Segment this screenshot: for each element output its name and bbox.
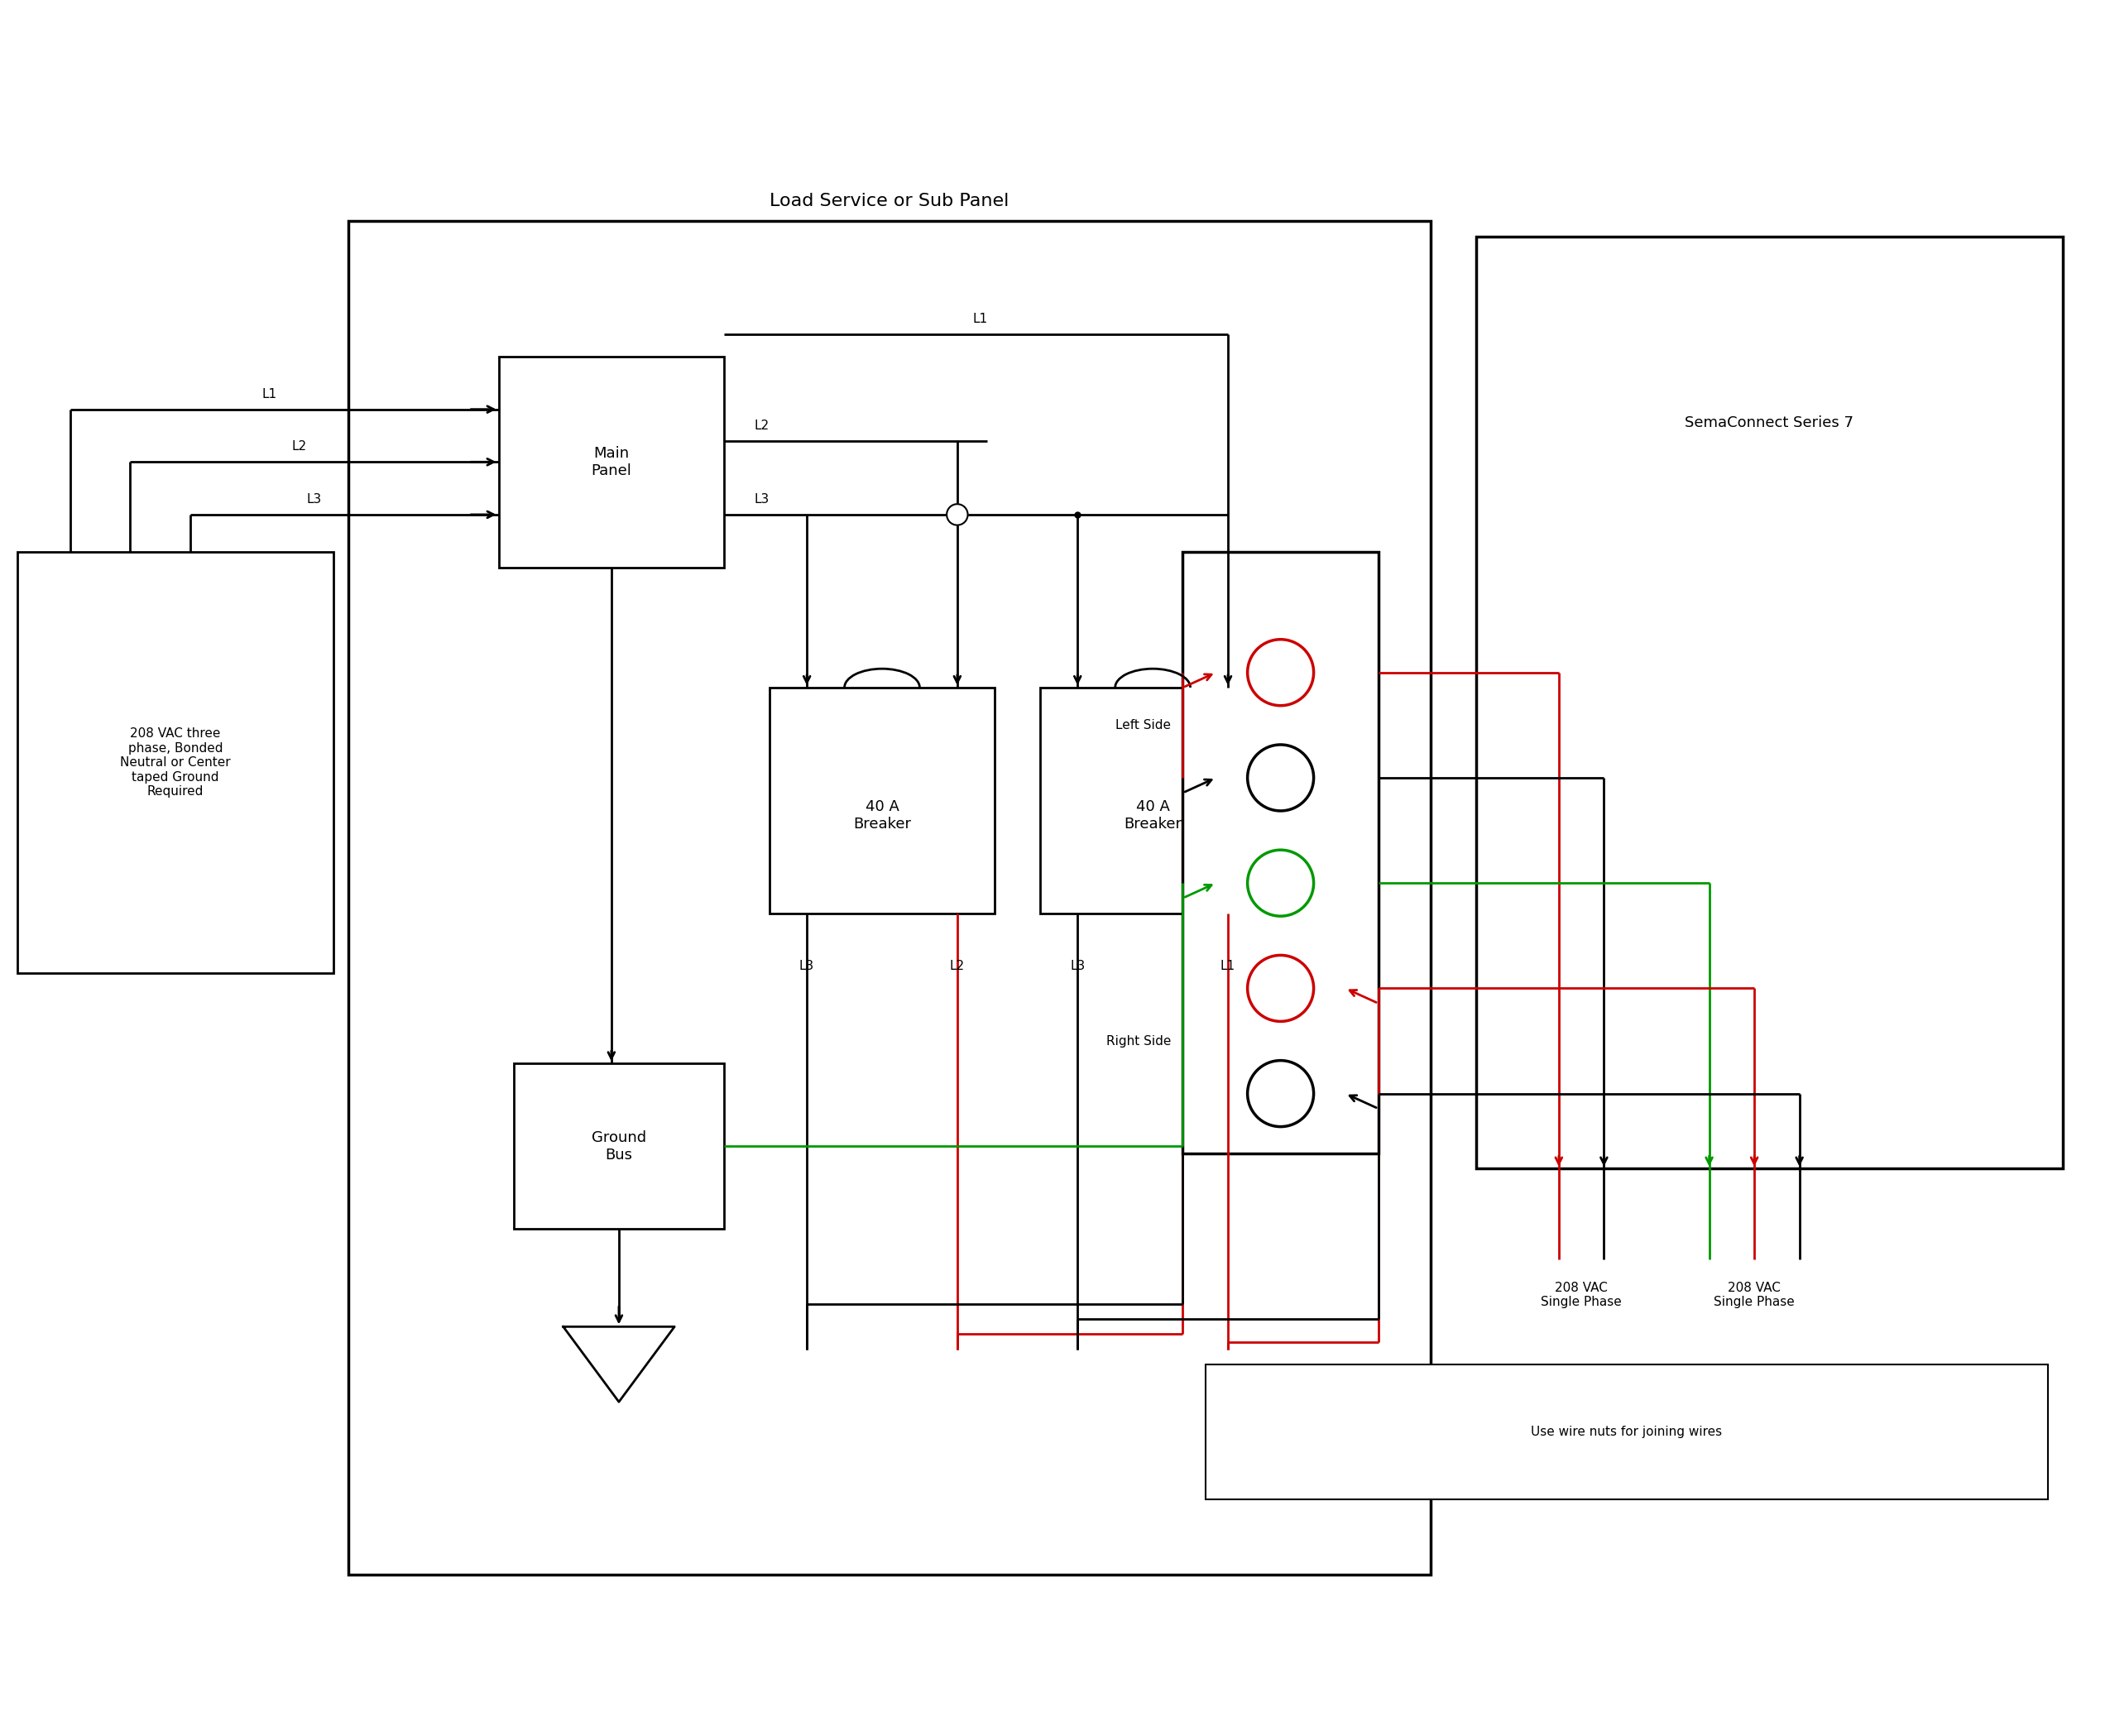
Bar	[1205, 1364, 2047, 1500]
Text: L2: L2	[949, 960, 964, 972]
Text: 208 VAC
Single Phase: 208 VAC Single Phase	[1713, 1281, 1796, 1309]
Text: L1: L1	[262, 387, 276, 401]
Text: L2: L2	[291, 441, 306, 453]
Text: L3: L3	[1070, 960, 1085, 972]
Text: L1: L1	[1220, 960, 1236, 972]
Text: 40 A
Breaker: 40 A Breaker	[852, 799, 912, 832]
Text: Left Side: Left Side	[1116, 719, 1171, 731]
Text: L3: L3	[306, 493, 323, 505]
Text: L1: L1	[973, 312, 987, 325]
Text: L3: L3	[800, 960, 814, 972]
Text: 208 VAC three
phase, Bonded
Neutral or Center
taped Ground
Required: 208 VAC three phase, Bonded Neutral or C…	[120, 727, 230, 799]
Bar	[513, 1064, 724, 1229]
Text: Load Service or Sub Panel: Load Service or Sub Panel	[770, 193, 1009, 210]
Text: Main
Panel: Main Panel	[591, 446, 631, 477]
Bar	[17, 552, 333, 974]
Bar	[498, 356, 724, 568]
Text: 40 A
Breaker: 40 A Breaker	[1125, 799, 1182, 832]
Text: L3: L3	[753, 493, 770, 505]
Bar	[1184, 552, 1378, 1154]
Bar	[1040, 687, 1266, 913]
Text: SemaConnect Series 7: SemaConnect Series 7	[1686, 415, 1855, 431]
Circle shape	[947, 503, 968, 524]
Bar	[770, 687, 994, 913]
Bar	[348, 220, 1431, 1575]
Text: L2: L2	[753, 420, 770, 432]
Text: Right Side: Right Side	[1106, 1035, 1171, 1047]
Bar	[1477, 236, 2064, 1168]
Text: 208 VAC
Single Phase: 208 VAC Single Phase	[1540, 1281, 1623, 1309]
Text: Use wire nuts for joining wires: Use wire nuts for joining wires	[1532, 1425, 1722, 1437]
Text: Ground
Bus: Ground Bus	[591, 1130, 646, 1163]
